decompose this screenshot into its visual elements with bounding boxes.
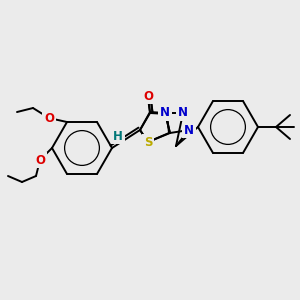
Text: O: O: [44, 112, 54, 124]
Text: N: N: [160, 106, 170, 119]
Text: O: O: [143, 89, 153, 103]
Text: S: S: [144, 136, 152, 148]
Text: O: O: [35, 154, 45, 166]
Text: N: N: [178, 106, 188, 119]
Text: H: H: [113, 130, 123, 142]
Text: N: N: [184, 124, 194, 136]
